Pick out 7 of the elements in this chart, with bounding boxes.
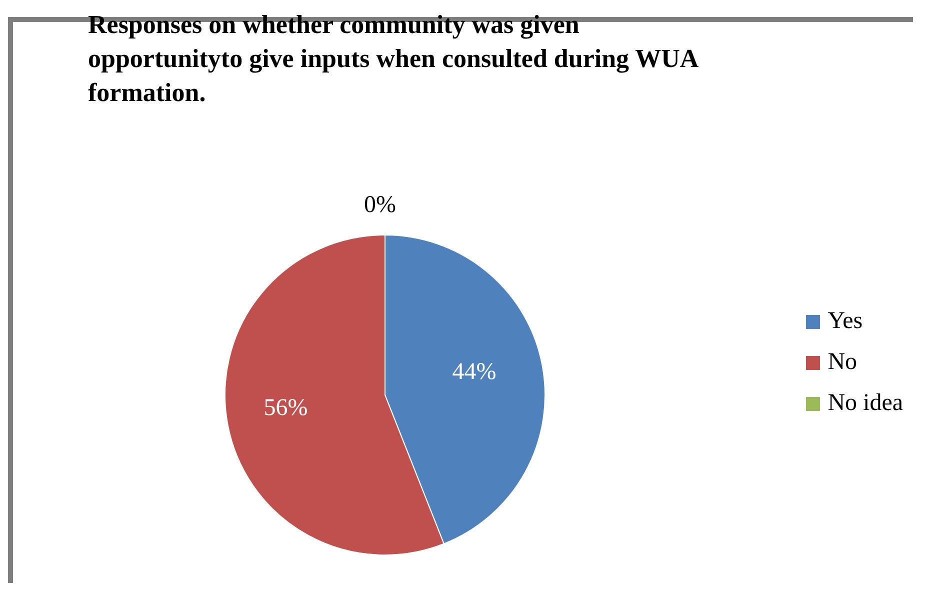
chart-title: Responses on whether community was given opportunityto give inputs when consulted during WUA formation.	[88, 9, 699, 109]
data-label: 44%	[452, 359, 496, 386]
data-label: 56%	[264, 394, 308, 421]
legend-label: No idea	[828, 390, 903, 417]
legend-label: Yes	[828, 308, 863, 335]
text: 0%	[364, 192, 396, 218]
legend-label: No	[828, 349, 858, 376]
